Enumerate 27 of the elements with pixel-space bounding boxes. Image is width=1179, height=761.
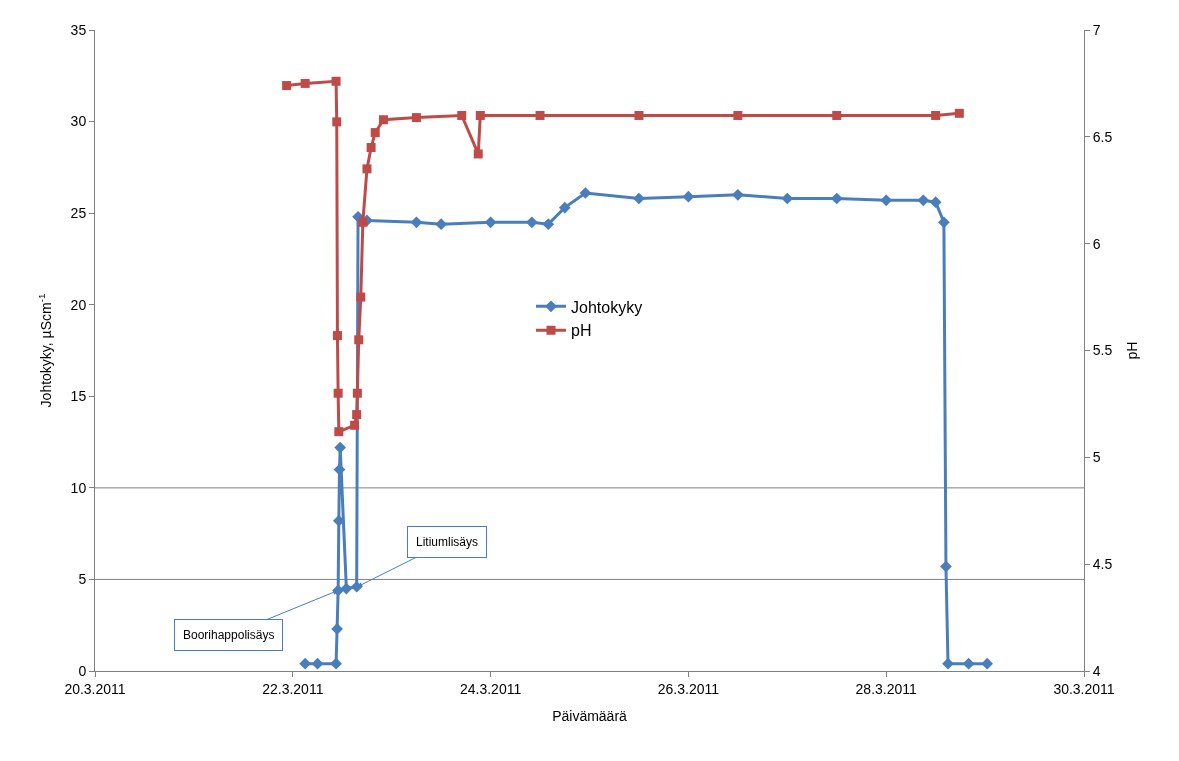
y-tick-label: 10 (70, 479, 87, 496)
y2-tick-label: 4.5 (1092, 556, 1113, 573)
legend-label: pH (571, 322, 592, 340)
y-tick-label: 5 (78, 571, 87, 588)
x-axis-title: Päivämäärä (552, 708, 628, 725)
y2-tick-label: 4 (1092, 662, 1101, 679)
y-tick-label: 15 (70, 388, 87, 405)
y2-axis-title: pH (1123, 341, 1140, 360)
x-tick-label: 26.3.2011 (657, 680, 720, 697)
x-tick-label: 30.3.2011 (1053, 680, 1115, 697)
y-tick-label: 35 (70, 21, 87, 38)
annotation: Litiumlisäys (416, 535, 479, 549)
y-tick-label: 0 (78, 662, 87, 679)
x-tick-label: 20.3.2011 (64, 680, 126, 697)
y2-tick-label: 7 (1092, 21, 1101, 38)
y2-tick-label: 5 (1092, 449, 1101, 466)
x-tick-label: 22.3.2011 (262, 680, 324, 697)
y-tick-label: 25 (70, 205, 87, 222)
x-tick-label: 24.3.2011 (459, 680, 522, 697)
y2-tick-label: 5.5 (1092, 342, 1113, 359)
y2-tick-label: 6.5 (1092, 128, 1113, 145)
y2-tick-label: 6 (1092, 235, 1101, 252)
y-tick-label: 20 (70, 296, 87, 313)
legend-label: Johtokyky (571, 298, 643, 316)
x-tick-label: 28.3.2011 (855, 680, 918, 697)
annotation: Boorihappolisäys (183, 628, 275, 642)
y-tick-label: 30 (70, 113, 87, 130)
